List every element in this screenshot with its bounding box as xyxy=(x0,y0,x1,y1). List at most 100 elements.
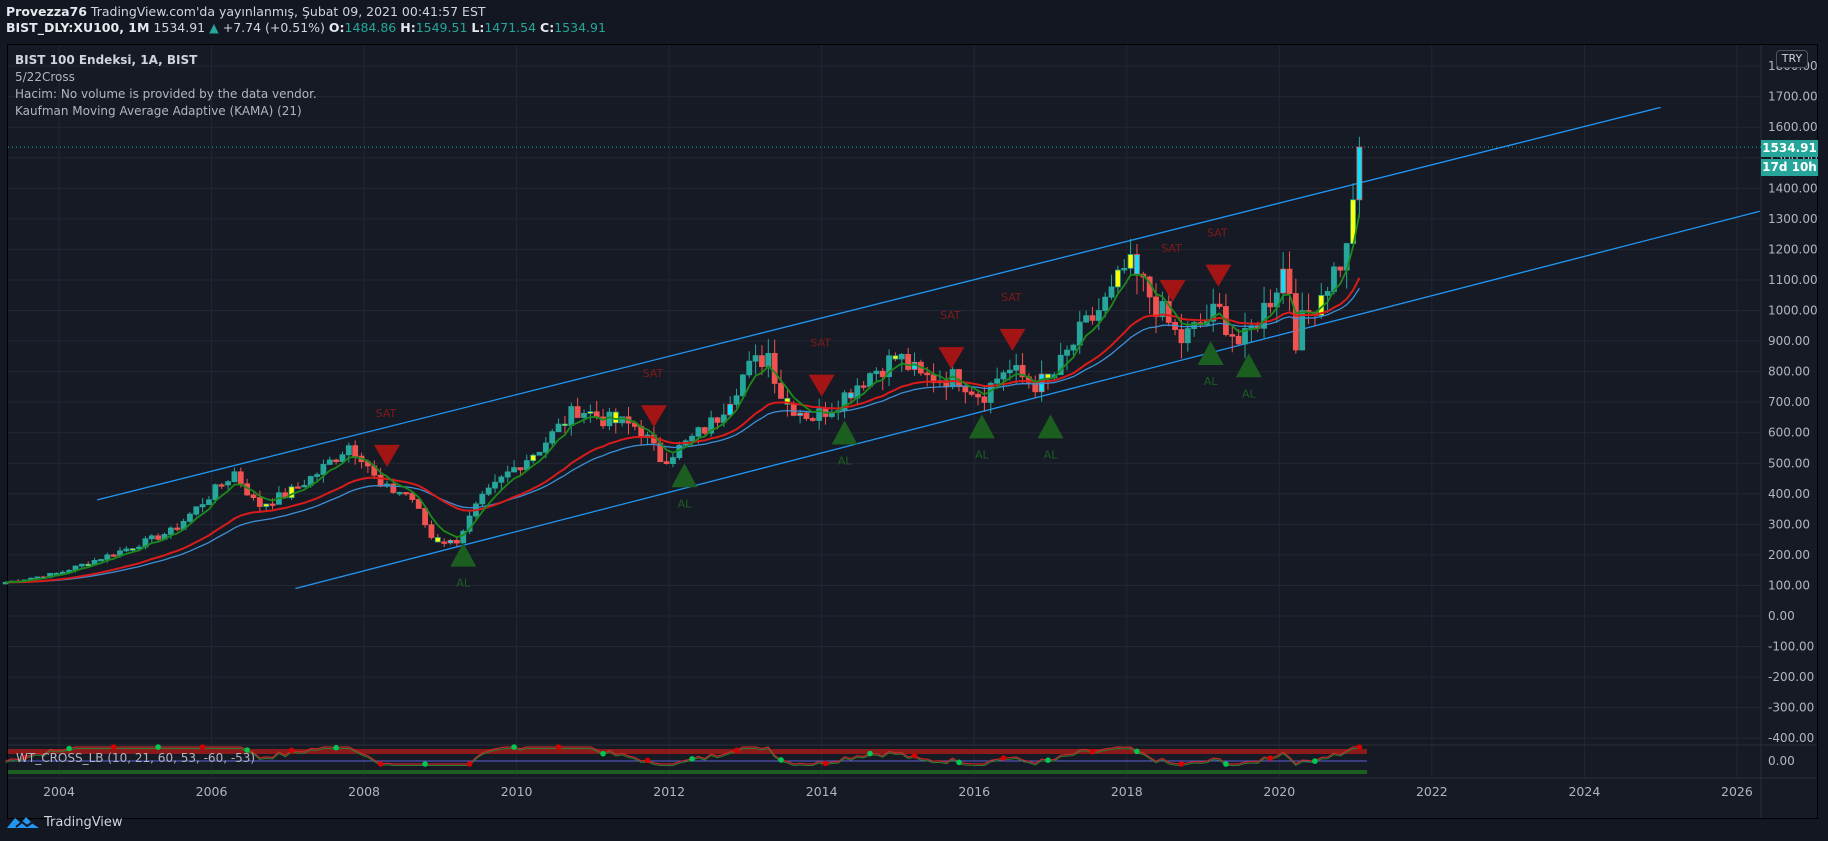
brand-name: TradingView xyxy=(44,814,123,830)
publish-info: Provezza76 TradingView.com'da yayınlanmı… xyxy=(6,4,486,19)
svg-text:2024: 2024 xyxy=(1568,784,1600,799)
svg-text:1400.00: 1400.00 xyxy=(1768,181,1818,195)
svg-text:-300.00: -300.00 xyxy=(1768,701,1814,715)
buy-triangle-icon xyxy=(1037,414,1064,439)
sell-triangle-icon xyxy=(1205,264,1232,287)
ema-fast-line[interactable] xyxy=(5,213,1361,584)
tradingview-logo-icon xyxy=(7,817,39,828)
publish-date: TradingView.com'da yayınlanmış, Şubat 09… xyxy=(90,4,486,19)
svg-text:2010: 2010 xyxy=(501,784,533,799)
svg-text:-100.00: -100.00 xyxy=(1768,640,1814,654)
ema-slow-line[interactable] xyxy=(5,277,1361,584)
low-label: L: xyxy=(471,20,485,35)
wt-cross-pane[interactable] xyxy=(5,744,1368,774)
buy-triangle-icon xyxy=(968,414,995,439)
svg-text:2004: 2004 xyxy=(43,784,75,799)
svg-text:1300.00: 1300.00 xyxy=(1768,212,1818,226)
svg-text:SAT: SAT xyxy=(1161,242,1182,255)
low-value: 1471.54 xyxy=(484,20,537,35)
svg-text:700.00: 700.00 xyxy=(1768,395,1810,409)
buy-triangle-icon xyxy=(1235,353,1262,378)
svg-text:200.00: 200.00 xyxy=(1768,548,1810,562)
svg-text:AL: AL xyxy=(678,497,693,510)
svg-text:AL: AL xyxy=(1044,448,1059,461)
channel-lower-line[interactable] xyxy=(295,210,1760,590)
chart-legend: BIST 100 Endeksi, 1A, BIST 5/22Cross Hac… xyxy=(15,52,317,120)
svg-text:500.00: 500.00 xyxy=(1768,456,1810,470)
svg-text:AL: AL xyxy=(838,454,853,467)
svg-text:900.00: 900.00 xyxy=(1768,334,1810,348)
signals: SAT AL SAT AL SAT AL SAT AL SAT AL SAT AL SAT AL xyxy=(373,227,1262,590)
svg-text:2020: 2020 xyxy=(1263,784,1295,799)
high-label: H: xyxy=(400,20,416,35)
buy-triangle-icon xyxy=(1197,341,1224,366)
svg-text:1000.00: 1000.00 xyxy=(1768,304,1818,318)
sell-triangle-icon xyxy=(808,374,835,397)
close-label: C: xyxy=(540,20,555,35)
svg-text:-200.00: -200.00 xyxy=(1768,670,1814,684)
svg-text:400.00: 400.00 xyxy=(1768,487,1810,501)
svg-text:SAT: SAT xyxy=(940,309,961,322)
grid xyxy=(8,45,1761,778)
svg-text:1200.00: 1200.00 xyxy=(1768,242,1818,256)
last-price-badge: 1534.91 xyxy=(1761,140,1818,157)
chart-frame[interactable] xyxy=(7,44,1818,819)
lower-axis-zero: 0.00 xyxy=(1768,754,1795,768)
svg-text:-400.00: -400.00 xyxy=(1768,731,1814,745)
footer-brand[interactable]: TradingView xyxy=(6,814,123,830)
kama-line[interactable] xyxy=(5,287,1360,584)
price-change: +7.74 (+0.51%) xyxy=(222,20,325,35)
sell-triangle-icon xyxy=(999,328,1026,351)
svg-text:0.00: 0.00 xyxy=(1768,609,1795,623)
bar-countdown-badge: 17d 10h xyxy=(1761,159,1818,176)
sell-triangle-icon xyxy=(1159,279,1186,302)
currency-button[interactable]: TRY xyxy=(1776,50,1808,68)
publisher-name[interactable]: Provezza76 xyxy=(6,4,87,19)
svg-text:2026: 2026 xyxy=(1721,784,1753,799)
channel-upper-line[interactable] xyxy=(96,106,1661,501)
svg-text:1600.00: 1600.00 xyxy=(1768,120,1818,134)
legend-indicator-kama[interactable]: Kaufman Moving Average Adaptive (KAMA) (… xyxy=(15,104,302,118)
svg-text:2018: 2018 xyxy=(1111,784,1143,799)
svg-text:1700.00: 1700.00 xyxy=(1768,90,1818,104)
svg-text:AL: AL xyxy=(1204,375,1219,388)
sell-triangle-icon xyxy=(938,347,965,370)
high-value: 1549.51 xyxy=(415,20,468,35)
svg-text:300.00: 300.00 xyxy=(1768,517,1810,531)
svg-text:1100.00: 1100.00 xyxy=(1768,273,1818,287)
open-label: O: xyxy=(328,20,345,35)
time-axis[interactable]: 2004 2006 2008 2010 2012 2014 2016 2018 2020 2022… xyxy=(43,784,1753,799)
svg-text:2014: 2014 xyxy=(806,784,838,799)
svg-text:800.00: 800.00 xyxy=(1768,365,1810,379)
buy-triangle-icon xyxy=(671,463,698,488)
symbol: BIST_DLY:XU100, 1M xyxy=(6,20,150,35)
svg-text:2012: 2012 xyxy=(653,784,685,799)
sell-triangle-icon xyxy=(373,444,400,467)
up-arrow-icon: ▲ xyxy=(209,20,219,35)
svg-text:AL: AL xyxy=(975,448,990,461)
svg-text:SAT: SAT xyxy=(1207,227,1228,240)
close-value: 1534.91 xyxy=(554,20,606,35)
svg-text:600.00: 600.00 xyxy=(1768,426,1810,440)
symbol-info: BIST_DLY:XU100, 1M 1534.91 ▲ +7.74 (+0.5… xyxy=(6,20,606,35)
svg-text:100.00: 100.00 xyxy=(1768,578,1810,592)
svg-text:SAT: SAT xyxy=(376,407,397,420)
open-value: 1484.86 xyxy=(344,20,397,35)
svg-text:AL: AL xyxy=(456,577,471,590)
legend-title[interactable]: BIST 100 Endeksi, 1A, BIST xyxy=(15,53,198,67)
wt-cross-legend[interactable]: WT_CROSS_LB (10, 21, 60, 53, -60, -53) xyxy=(16,751,256,765)
buy-triangle-icon xyxy=(831,420,858,445)
legend-indicator-cross[interactable]: 5/22Cross xyxy=(15,70,75,84)
svg-text:2022: 2022 xyxy=(1416,784,1448,799)
svg-text:AL: AL xyxy=(1242,387,1257,400)
sell-triangle-icon xyxy=(640,405,667,428)
legend-indicator-volume[interactable]: Hacim: No volume is provided by the data… xyxy=(15,87,317,101)
svg-text:2008: 2008 xyxy=(348,784,380,799)
svg-text:SAT: SAT xyxy=(810,337,831,350)
svg-text:SAT: SAT xyxy=(643,367,664,380)
svg-text:SAT: SAT xyxy=(1001,291,1022,304)
candles[interactable] xyxy=(2,136,1363,585)
svg-text:2016: 2016 xyxy=(958,784,990,799)
last-price: 1534.91 xyxy=(153,20,206,35)
